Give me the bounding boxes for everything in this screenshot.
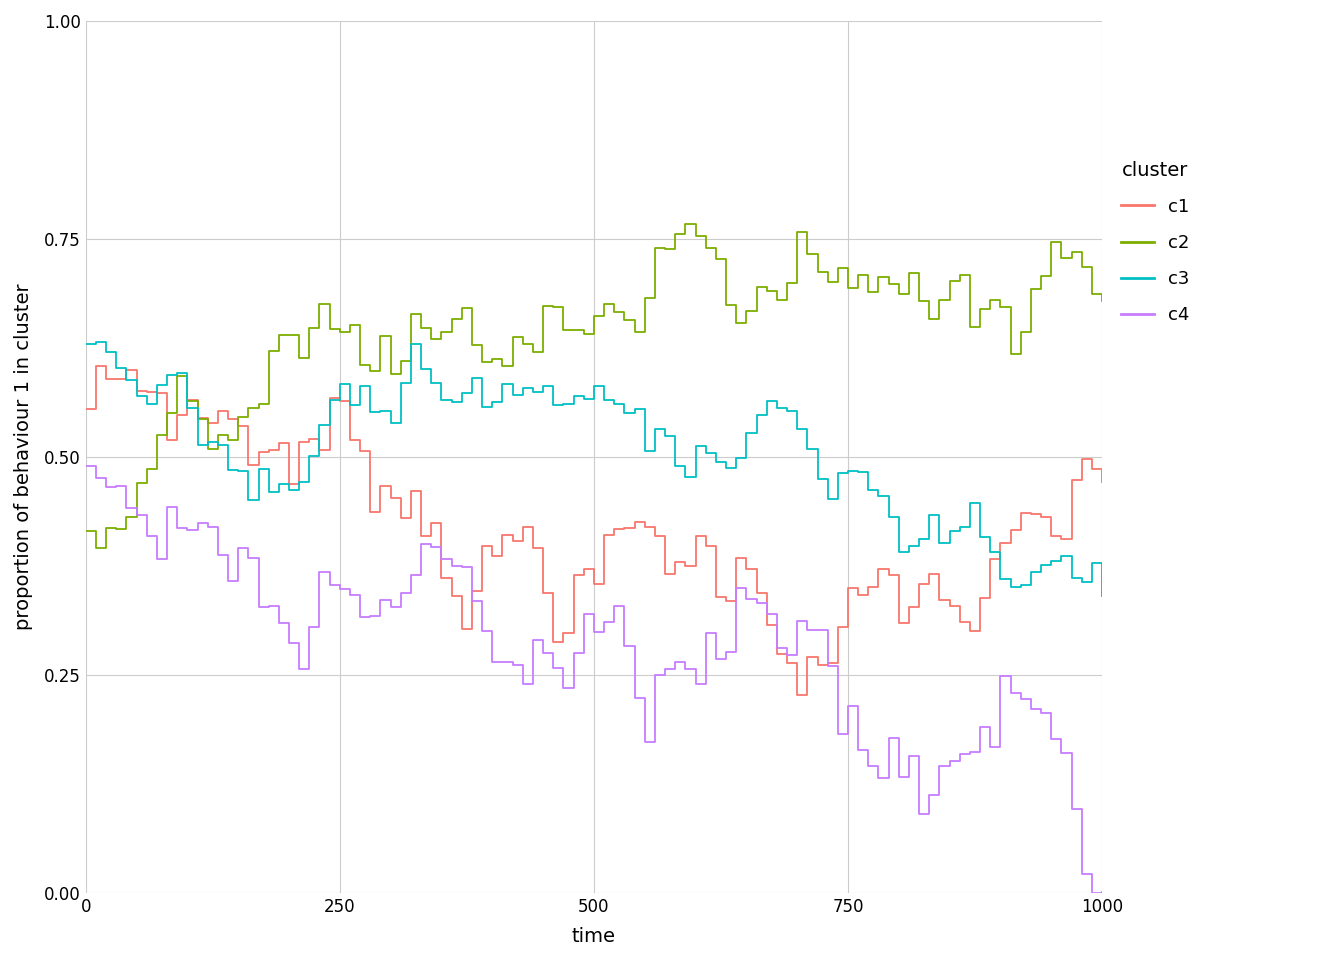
c2 [78, 525, 94, 537]
Legend: c1, c2, c3, c4: c1, c2, c3, c4 [1121, 160, 1189, 324]
c1 [87, 360, 103, 372]
c3 [1094, 590, 1110, 602]
Line: c4: c4 [86, 466, 1102, 893]
c4 [789, 614, 805, 626]
c2 [87, 542, 103, 554]
c3 [800, 444, 816, 455]
c1 [159, 435, 175, 446]
c1 [698, 540, 714, 552]
c1 [341, 434, 358, 445]
Y-axis label: proportion of behaviour 1 in cluster: proportion of behaviour 1 in cluster [13, 284, 32, 631]
c2 [159, 408, 175, 420]
c2 [341, 320, 358, 331]
c3 [555, 397, 571, 409]
c2 [677, 219, 694, 230]
c1 [789, 689, 805, 701]
c4 [1094, 886, 1110, 898]
c3 [698, 447, 714, 459]
c4 [78, 460, 94, 471]
c1 [555, 627, 571, 638]
c4 [1083, 887, 1099, 899]
Line: c2: c2 [86, 225, 1102, 548]
c3 [78, 338, 94, 349]
c2 [555, 324, 571, 336]
c3 [87, 336, 103, 348]
c3 [341, 399, 358, 411]
c1 [860, 582, 876, 593]
c1 [809, 660, 825, 671]
c2 [1094, 296, 1110, 307]
c4 [149, 553, 165, 564]
c4 [546, 662, 562, 674]
c4 [332, 583, 348, 594]
c1 [1094, 476, 1110, 488]
c4 [840, 701, 856, 712]
c2 [809, 266, 825, 277]
Line: c1: c1 [86, 366, 1102, 695]
c2 [860, 286, 876, 298]
c3 [159, 370, 175, 381]
X-axis label: time: time [573, 927, 616, 947]
c4 [688, 678, 704, 689]
Line: c3: c3 [86, 342, 1102, 596]
c2 [708, 253, 724, 265]
c3 [851, 467, 867, 478]
c1 [78, 403, 94, 415]
